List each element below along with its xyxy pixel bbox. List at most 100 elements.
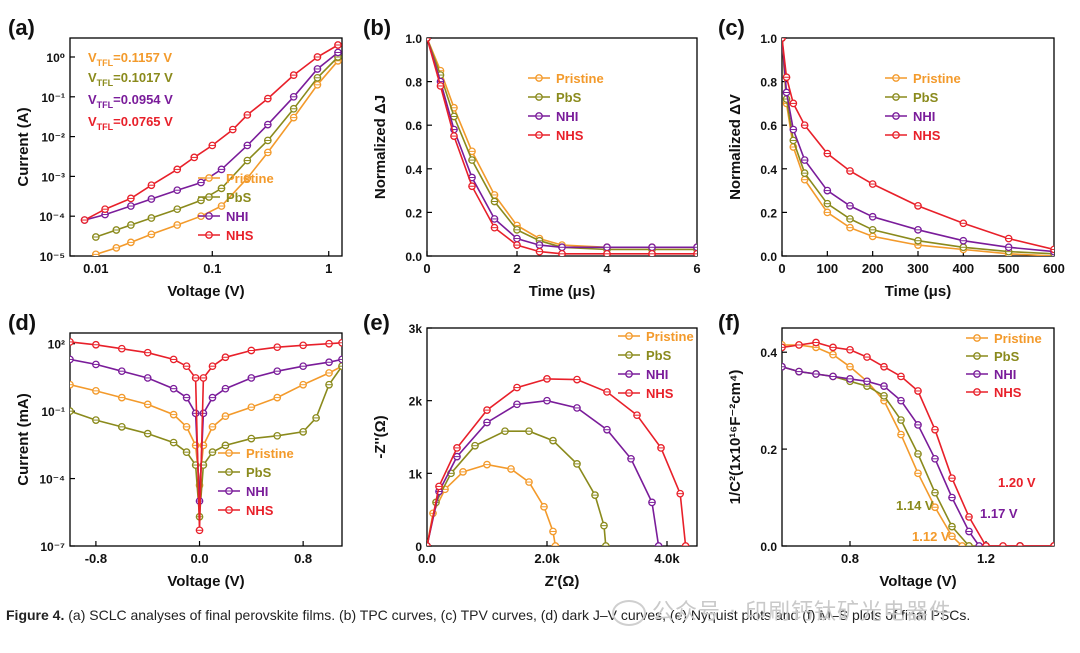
x-tick-label: 600 (1043, 261, 1065, 276)
series-group (782, 338, 1054, 546)
legend: Pristine PbS NHI NHS (528, 71, 604, 143)
annotation-value: =0.1017 V (113, 70, 173, 85)
y-tick-label: 0.6 (760, 119, 777, 133)
y-axis-label: 1/C²(1x10¹⁶F⁻²cm⁴) (727, 370, 744, 505)
series-line-nhs (782, 341, 1054, 546)
legend-label-nhi: NHI (646, 367, 668, 382)
y-tick-label: 0.8 (760, 76, 777, 90)
y-tick-label: 10² (48, 338, 65, 352)
y-tick-label: 2k (409, 395, 423, 409)
y-tick-label: 10⁻¹ (41, 405, 65, 419)
watermark-text: 公众号 · 印刷钙钛矿光电器件 (652, 600, 952, 625)
x-tick-label: 2 (513, 261, 520, 276)
panel-a: (a) 0.01 0.1 1 10⁻⁵ 10⁻⁴ 10⁻³ 10⁻² 10⁻¹ 10⁰ Voltag… (8, 15, 343, 300)
x-tick-label: 0 (778, 261, 785, 276)
panel-b: (b) 0 2 4 6 0.0 0.2 0.4 0.6 0.8 1.0 Time (μs) Normal… (363, 15, 701, 300)
x-tick-label: 2.0k (534, 551, 560, 566)
panel-label: (e) (363, 310, 390, 335)
panel-f: (f) 0.8 1.2 0.0 0.2 0.4 Voltage (V) 1/C²(1x10¹⁶… (718, 310, 1055, 590)
legend-label-nhi: NHI (246, 484, 268, 499)
series-line-nhs (782, 38, 1054, 251)
x-axis-label: Voltage (V) (879, 573, 956, 590)
legend: Pristine PbS NHI NHS (618, 329, 694, 401)
figure-4-plots: (a) 0.01 0.1 1 10⁻⁵ 10⁻⁴ 10⁻³ 10⁻² 10⁻¹ 10⁰ Voltag… (8, 15, 1065, 590)
y-tick-label: 10⁻¹ (41, 91, 65, 105)
x-tick-label: 0.1 (203, 261, 221, 276)
y-tick-label: 10⁻⁷ (40, 540, 65, 554)
y-tick-label: 10⁻² (41, 131, 65, 145)
legend-label-pristine: Pristine (556, 71, 604, 86)
x-tick-label: 300 (907, 261, 929, 276)
y-tick-label: 10⁻⁴ (39, 473, 65, 487)
series-line-nhs (427, 378, 687, 546)
y-tick-label: 3k (409, 322, 423, 336)
series-line-pristine (782, 344, 1054, 546)
y-tick-label: 0.4 (760, 163, 777, 177)
legend-label-pristine: Pristine (913, 71, 961, 86)
x-tick-label: 0.0 (418, 551, 436, 566)
annotation-symbol: V (88, 50, 97, 65)
panel-label: (d) (8, 310, 36, 335)
legend: Pristine PbS NHI NHS (218, 446, 294, 518)
annotation-value: =0.1157 V (113, 50, 172, 65)
x-tick-label: 200 (862, 261, 884, 276)
y-axis-label: Normalized ΔV (727, 94, 744, 200)
annotation-pristine: 1.12 V (912, 529, 950, 544)
series-group (782, 38, 1054, 256)
x-tick-label: -0.8 (85, 551, 107, 566)
legend-label-pristine: Pristine (226, 171, 274, 186)
axes-frame (69, 37, 343, 257)
y-tick-label: 0 (415, 540, 422, 554)
x-tick-label: 500 (998, 261, 1020, 276)
x-tick-label: 4 (603, 261, 611, 276)
x-tick-label: 400 (952, 261, 974, 276)
panel-label: (b) (363, 15, 391, 40)
series-group (427, 375, 690, 546)
annotation-nhi: VTFL=0.0954 V (88, 92, 173, 110)
series-group (80, 41, 342, 256)
x-tick-label: 1 (325, 261, 332, 276)
panel-d: (d) -0.8 0.0 0.8 10⁻⁷ 10⁻⁴ 10⁻¹ 10² Voltage (V) C… (8, 310, 343, 590)
x-axis-label: Time (μs) (529, 283, 595, 300)
annotation-symbol: V (88, 114, 97, 129)
legend-label-nhi: NHI (226, 209, 248, 224)
series-line-pbs (427, 38, 697, 251)
data-point-nhs (427, 38, 431, 42)
x-tick-label: 0 (423, 261, 430, 276)
y-tick-label: 10⁻³ (41, 170, 65, 184)
legend-label-pbs: PbS (646, 348, 672, 363)
annotation-subscript: TFL (97, 122, 114, 132)
legend-label-pbs: PbS (994, 349, 1020, 364)
legend-label-pbs: PbS (226, 190, 252, 205)
y-tick-label: 0.4 (760, 346, 777, 360)
y-tick-label: 1.0 (405, 32, 422, 46)
x-tick-label: 6 (693, 261, 700, 276)
annotation-nhs: 1.20 V (998, 475, 1036, 490)
y-tick-label: 1.0 (760, 32, 777, 46)
axes-frame (69, 332, 343, 547)
legend: Pristine PbS NHI NHS (885, 71, 961, 143)
legend-label-pbs: PbS (246, 465, 272, 480)
y-axis-label: -Z''(Ω) (372, 415, 389, 458)
data-point-nhs (782, 38, 786, 42)
y-tick-label: 10⁻⁴ (39, 210, 65, 224)
legend-label-nhs: NHS (913, 128, 941, 143)
legend-label-pbs: PbS (913, 90, 939, 105)
legend: Pristine PbS NHI NHS (198, 171, 274, 243)
legend-label-nhi: NHI (556, 109, 578, 124)
legend-label-pbs: PbS (556, 90, 582, 105)
annotation-pbs: VTFL=0.1017 V (88, 70, 173, 88)
y-tick-label: 0.2 (760, 443, 777, 457)
series-line-nhi (782, 366, 1054, 546)
y-tick-label: 0.6 (405, 119, 422, 133)
axes-frame (426, 327, 698, 547)
legend-label-nhs: NHS (556, 128, 584, 143)
panel-label: (f) (718, 310, 740, 335)
x-tick-label: 1.2 (977, 551, 995, 566)
legend-label-pristine: Pristine (646, 329, 694, 344)
y-axis-label: Current (mA) (15, 393, 32, 486)
panel-e: (e) 0.0 2.0k 4.0k 0 1k 2k 3k Z'(Ω) -Z''(Ω) Pristin… (363, 310, 698, 590)
legend-label-nhi: NHI (913, 109, 935, 124)
series-group (427, 38, 697, 256)
annotation-value: =0.0765 V (113, 114, 173, 129)
